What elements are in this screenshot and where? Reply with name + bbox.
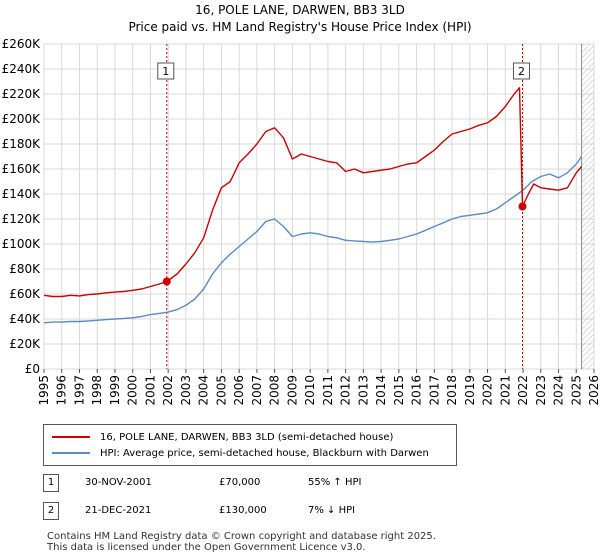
y-tick-label: £0 (25, 362, 40, 376)
x-tick-label: 2011 (321, 375, 335, 406)
x-tick-label: 2023 (534, 375, 548, 406)
x-tick-label: 2024 (552, 375, 566, 406)
transaction-number: 2 (43, 502, 59, 520)
x-tick-label: 2019 (463, 375, 477, 406)
grid (43, 43, 595, 370)
y-tick-label: £80K (9, 262, 41, 276)
x-tick-label: 2020 (481, 375, 495, 406)
annotation-label: 2 (518, 65, 525, 78)
x-tick-label: 2013 (356, 375, 370, 406)
sale-points (162, 202, 527, 286)
y-tick-label: £100K (2, 237, 42, 251)
x-tick-label: 2018 (445, 375, 459, 406)
price-chart: £0 £20K £40K £60K £80K £100K £120K £140K £160K £1… (2, 37, 600, 406)
transaction-hpi: 55% ↑ HPI (308, 477, 362, 488)
footer-line-2: This data is licensed under the Open Gov… (47, 542, 366, 553)
x-tick-label: 2021 (498, 375, 512, 406)
legend: 16, POLE LANE, DARWEN, BB3 3LD (semi-det… (43, 424, 457, 466)
y-tick-label: £260K (2, 37, 42, 51)
sale-point (162, 277, 171, 286)
y-tick-label: £140K (2, 187, 42, 201)
x-tick-label: 1996 (55, 375, 69, 406)
x-tick-label: 2005 (214, 375, 228, 406)
footer: Contains HM Land Registry data © Crown c… (47, 531, 436, 553)
legend-item-property: 16, POLE LANE, DARWEN, BB3 3LD (semi-det… (52, 430, 393, 444)
chart-subtitle: Price paid vs. HM Land Registry's House … (128, 20, 472, 34)
transaction-date: 21-DEC-2021 (85, 505, 152, 516)
x-tick-label: 2008 (268, 375, 282, 406)
transaction-number: 1 (43, 474, 59, 492)
y-tick-label: £20K (9, 337, 41, 351)
y-axis-ticks: £0 £20K £40K £60K £80K £100K £120K £140K £160K £1… (2, 37, 42, 376)
x-tick-label: 1998 (90, 375, 104, 406)
transaction-price: £130,000 (219, 505, 267, 516)
x-tick-label: 2004 (197, 375, 211, 406)
x-tick-label: 2017 (427, 375, 441, 406)
sale-point (518, 202, 527, 211)
annotation-box (157, 62, 175, 80)
y-tick-label: £220K (2, 87, 42, 101)
transaction-hpi: 7% ↓ HPI (308, 505, 356, 516)
x-tick-label: 2014 (374, 375, 388, 406)
x-tick-label: 2003 (179, 375, 193, 406)
y-tick-label: £60K (9, 287, 41, 301)
x-tick-label: 2007 (250, 375, 264, 406)
x-tick-label: 1997 (72, 375, 86, 406)
transaction-date: 30-NOV-2001 (85, 477, 152, 488)
property-price-line (43, 87, 583, 298)
footer-line-1: Contains HM Land Registry data © Crown c… (47, 531, 436, 542)
y-tick-label: £180K (2, 137, 42, 151)
legend-item-hpi: HPI: Average price, semi-detached house,… (52, 446, 429, 460)
y-tick-label: £40K (9, 312, 41, 326)
x-tick-label: 1999 (108, 375, 122, 406)
annotation-box (513, 62, 530, 80)
transaction-price: £70,000 (219, 477, 261, 488)
y-tick-label: £200K (2, 112, 42, 126)
future-region (581, 44, 594, 369)
x-tick-label: 2015 (392, 375, 406, 406)
x-tick-label: 2002 (161, 375, 175, 406)
x-tick-label: 2022 (516, 375, 530, 406)
annotation-label: 1 (162, 65, 169, 78)
chart-title: 16, POLE LANE, DARWEN, BB3 3LD (195, 3, 405, 17)
legend-label-hpi: HPI: Average price, semi-detached house,… (100, 447, 429, 459)
x-tick-label: 1995 (37, 375, 51, 406)
legend-swatch-red (52, 436, 90, 438)
x-tick-label: 2010 (303, 375, 317, 406)
series-lines (43, 87, 583, 324)
x-tick-label: 2026 (587, 375, 600, 406)
future-hatch (581, 44, 594, 369)
legend-swatch-blue (52, 452, 90, 454)
x-tick-label: 2000 (126, 375, 140, 406)
y-tick-label: £120K (2, 212, 42, 226)
x-tick-label: 2025 (569, 375, 583, 406)
x-tick-label: 2016 (410, 375, 424, 406)
y-tick-label: £160K (2, 162, 42, 176)
plot-area (43, 43, 595, 370)
x-axis-ticks: 1995 1996 1997 1998 1999 2000 2001 2002 2003 2004… (37, 369, 600, 406)
x-tick-label: 2006 (232, 375, 246, 406)
x-tick-label: 2009 (285, 375, 299, 406)
legend-label-property: 16, POLE LANE, DARWEN, BB3 3LD (semi-det… (100, 431, 394, 443)
x-tick-label: 2012 (339, 375, 353, 406)
x-tick-label: 2001 (143, 375, 157, 406)
hpi-line (43, 156, 583, 324)
y-tick-label: £240K (2, 62, 42, 76)
